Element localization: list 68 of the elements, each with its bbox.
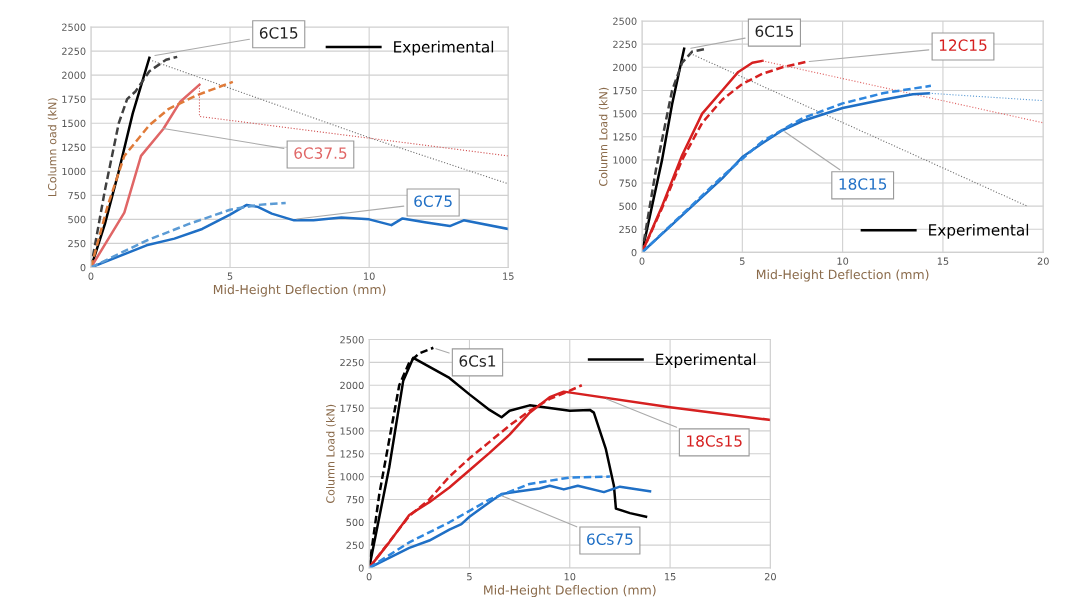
y-tick-label: 1000 [340, 473, 364, 481]
y-tick-label: 250 [68, 239, 86, 248]
y-tick-label: 2250 [62, 47, 86, 55]
y-tick-label: 1500 [613, 110, 637, 118]
annotation: 6C37.5 [294, 147, 347, 159]
y-tick-label: 2000 [340, 381, 364, 390]
y-tick-label: 2250 [340, 358, 364, 367]
y-tick-label: 2250 [613, 40, 637, 49]
x-tick-label: 5 [739, 257, 745, 265]
y-tick-label: 500 [68, 215, 86, 224]
y-tick-label: 2000 [613, 63, 637, 72]
x-axis-title: Mid-Height Deflection (mm) [756, 269, 929, 282]
y-tick-label: 0 [631, 248, 637, 257]
x-tick-label: 0 [366, 572, 372, 581]
x-tick-label: 20 [1037, 257, 1049, 265]
y-tick-label: 500 [619, 202, 637, 210]
y-axis-title: Column Load (kN) [326, 404, 336, 503]
x-tick-label: 15 [664, 573, 676, 581]
y-axis-title: Column Load (kN) [598, 87, 609, 186]
y-tick-label: 0 [80, 263, 86, 272]
y-tick-label: 2500 [62, 23, 86, 31]
x-tick-label: 5 [467, 573, 472, 581]
legend-label: Experimental [394, 40, 494, 56]
y-tick-label: 1750 [62, 95, 86, 103]
y-tick-label: 1500 [340, 427, 364, 435]
y-tick-label: 750 [619, 179, 637, 187]
y-tick-label: 2000 [62, 71, 86, 79]
annotation: 6C15 [259, 27, 298, 39]
line-series [90, 201, 287, 268]
y-tick-label: 750 [346, 495, 364, 504]
x-tick-label: 5 [227, 272, 233, 280]
line-series [90, 83, 201, 268]
annotation: 6C15 [755, 25, 793, 38]
y-tick-label: 0 [358, 564, 364, 572]
legend-label: Experimental [656, 353, 756, 369]
annotation: 18Cs15 [687, 435, 742, 447]
y-tick-label: 750 [68, 191, 86, 200]
x-tick-label: 0 [88, 272, 94, 280]
x-tick-label: 10 [364, 272, 375, 280]
y-tick-label: 1250 [613, 133, 637, 141]
y-tick-label: 1500 [62, 119, 86, 128]
y-tick-label: 1750 [613, 86, 637, 95]
x-tick-label: 15 [937, 257, 949, 265]
annotation: 6Cs75 [587, 533, 633, 545]
x-axis-title: Mid-Height Deflection (mm) [484, 584, 656, 598]
y-tick-label: 2500 [613, 17, 637, 25]
y-tick-label: 500 [346, 518, 364, 527]
y-tick-label: 1000 [613, 156, 637, 164]
y-tick-label: 1000 [62, 167, 86, 176]
x-tick-label: 10 [837, 257, 849, 265]
y-axis-title: LColumn oad (kN) [47, 98, 58, 197]
annotation: 18C15 [839, 178, 887, 190]
y-tick-label: 250 [346, 541, 364, 549]
x-tick-label: 15 [503, 272, 514, 280]
annotation: 6C75 [414, 195, 452, 207]
y-tick-label: 2500 [340, 336, 364, 344]
x-tick-label: 0 [639, 257, 645, 265]
y-tick-label: 1750 [340, 404, 364, 412]
x-tick-label: 20 [764, 572, 776, 581]
annotation: 12C15 [939, 39, 987, 51]
x-tick-label: 10 [564, 572, 576, 581]
y-tick-label: 250 [619, 225, 637, 234]
legend-label: Experimental [929, 223, 1029, 239]
y-tick-label: 1250 [62, 143, 86, 152]
annotation: 6Cs1 [459, 355, 496, 367]
x-axis-title: Mid-Height Deflection (mm) [213, 284, 386, 297]
line-series [90, 80, 235, 268]
y-tick-label: 1250 [340, 450, 364, 458]
